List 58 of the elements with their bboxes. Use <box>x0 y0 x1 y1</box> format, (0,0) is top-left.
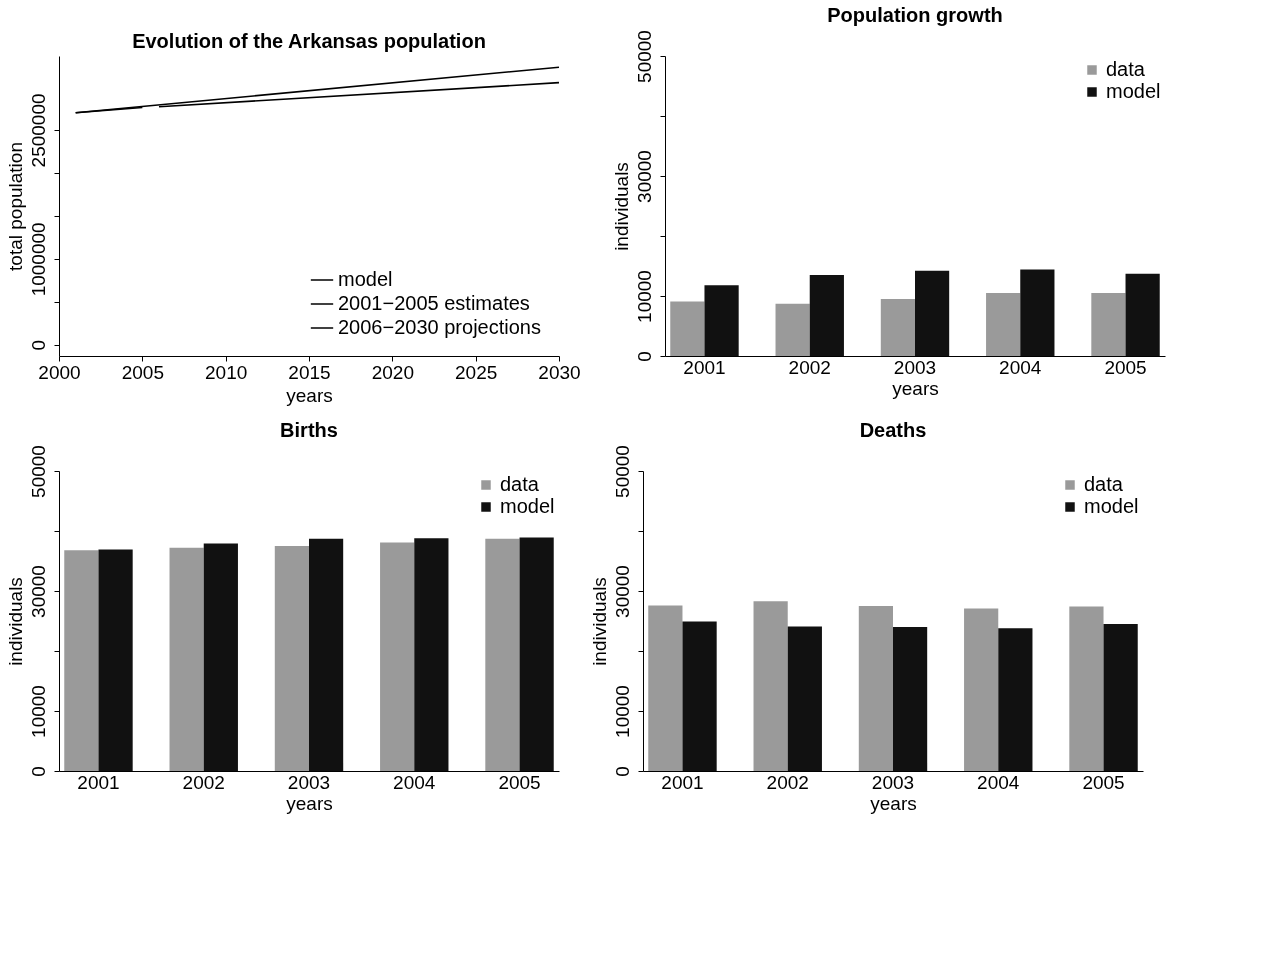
x-tick-label: 2004 <box>977 771 1020 793</box>
x-tick-label: 2005 <box>1082 771 1125 793</box>
x-tick-label: 2004 <box>999 356 1042 378</box>
y-tick-label: 0 <box>633 351 655 362</box>
chart-title: Evolution of the Arkansas population <box>132 30 486 52</box>
x-tick-label: 2000 <box>38 361 81 383</box>
legend-label: data <box>1106 58 1146 80</box>
chart-title: Population growth <box>827 3 1003 26</box>
x-tick-label: 2002 <box>182 771 225 793</box>
y-tick-label: 10000 <box>633 270 655 323</box>
x-axis-title: years <box>892 377 939 399</box>
y-axis-title: individuals <box>4 577 26 666</box>
legend-label: data <box>500 473 540 495</box>
x-tick-label: 2001 <box>77 771 120 793</box>
y-tick-label: 0 <box>27 340 49 351</box>
x-tick-label: 2003 <box>871 771 915 793</box>
x-tick-label: 2002 <box>788 356 831 378</box>
y-tick-label: 30000 <box>27 565 49 618</box>
chart-title: Deaths <box>859 418 927 441</box>
x-tick-label: 2002 <box>766 771 809 793</box>
x-tick-label: 2001 <box>661 771 704 793</box>
legend-label: 2006−2030 projections <box>338 316 541 338</box>
y-tick-label: 30000 <box>611 565 633 618</box>
y-tick-label: 30000 <box>633 150 655 203</box>
x-tick-label: 2001 <box>683 356 726 378</box>
legend-label: data <box>1084 473 1124 495</box>
x-tick-label: 2003 <box>287 771 331 793</box>
legend-label: model <box>500 495 555 517</box>
x-tick-label: 2003 <box>893 356 937 378</box>
x-tick-label: 2015 <box>288 361 331 383</box>
x-tick-label: 2005 <box>1104 356 1147 378</box>
y-tick-label: 10000 <box>611 685 633 738</box>
x-axis-title: years <box>870 792 917 814</box>
legend-label: model <box>1106 80 1161 102</box>
legend-label: model <box>1084 495 1139 517</box>
chart-title: Births <box>280 418 338 441</box>
x-tick-label: 2005 <box>498 771 541 793</box>
legend-label: 2001−2005 estimates <box>338 292 530 314</box>
y-tick-label: 0 <box>27 766 49 777</box>
y-axis-title: individuals <box>588 577 610 666</box>
y-tick-label: 50000 <box>611 445 633 498</box>
legend-label: model <box>338 268 393 290</box>
y-tick-label: 2500000 <box>27 93 49 168</box>
y-axis-title: individuals <box>610 162 632 251</box>
x-tick-label: 2030 <box>538 361 581 383</box>
y-tick-label: 1000000 <box>27 222 49 297</box>
x-tick-label: 2020 <box>371 361 414 383</box>
x-tick-label: 2004 <box>393 771 436 793</box>
y-tick-label: 10000 <box>27 685 49 738</box>
y-tick-label: 0 <box>611 766 633 777</box>
x-tick-label: 2010 <box>205 361 248 383</box>
y-axis-title: total population <box>4 142 26 271</box>
y-tick-label: 50000 <box>27 445 49 498</box>
y-tick-label: 50000 <box>633 30 655 83</box>
x-axis-title: years <box>286 792 333 814</box>
x-axis-title: years <box>286 384 333 406</box>
x-tick-label: 2025 <box>455 361 498 383</box>
x-tick-label: 2005 <box>121 361 164 383</box>
